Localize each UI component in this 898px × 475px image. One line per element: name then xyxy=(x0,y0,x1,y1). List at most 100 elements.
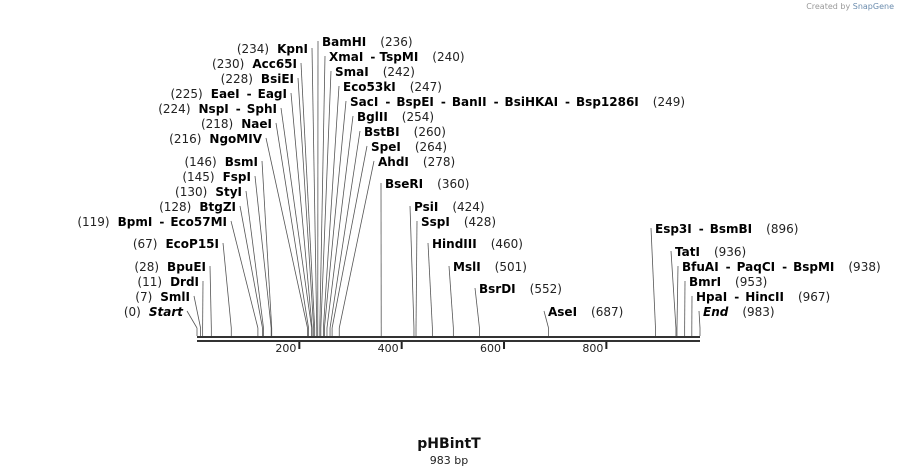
cut-position: (224) xyxy=(158,102,190,116)
site-label: SpeI (264) xyxy=(371,140,447,154)
enzyme-name: Start xyxy=(149,305,184,319)
cut-position: (278) xyxy=(423,155,455,169)
enzyme-name: EagI xyxy=(258,87,287,101)
enzyme-name: BfuAI xyxy=(682,260,719,274)
enzyme-name: NaeI xyxy=(241,117,272,131)
site-label: (11) DrdI xyxy=(137,275,199,289)
cut-position: (247) xyxy=(410,80,442,94)
enzyme-name: BsmI xyxy=(225,155,258,169)
cut-position: (242) xyxy=(383,65,415,79)
enzyme-name: SmaI xyxy=(335,65,369,79)
cut-position: (240) xyxy=(432,50,464,64)
cut-position: (7) xyxy=(135,290,152,304)
site-label: BglII (254) xyxy=(357,110,434,124)
enzyme-name: BstBI xyxy=(364,125,400,139)
cut-position: (130) xyxy=(175,185,207,199)
enzyme-name: BspEI xyxy=(396,95,434,109)
leader-line xyxy=(474,287,480,329)
enzyme-name: SphI xyxy=(247,102,277,116)
leader-line xyxy=(698,310,701,329)
cut-position: (254) xyxy=(402,110,434,124)
enzyme-separator: - xyxy=(159,215,164,229)
leader-line xyxy=(311,47,318,329)
tick-mark xyxy=(503,342,506,349)
enzyme-name: XmaI xyxy=(329,50,363,64)
enzyme-name: PsiI xyxy=(414,200,438,214)
enzyme-name: BtgZI xyxy=(199,200,236,214)
enzyme-separator: - xyxy=(782,260,787,274)
site-labels: BamHI (236)XmaI - TspMI (240)SmaI (242)Eco53k… xyxy=(77,35,880,319)
enzyme-name: End xyxy=(703,305,729,319)
enzyme-name: AseI xyxy=(548,305,577,319)
site-label: Esp3I - BsmBI (896) xyxy=(655,222,798,236)
tick-label: 600 xyxy=(480,342,501,355)
cut-position: (128) xyxy=(159,200,191,214)
cut-position: (0) xyxy=(124,305,141,319)
cut-position: (234) xyxy=(237,42,269,56)
enzyme-separator: - xyxy=(236,102,241,116)
enzyme-name: BsiEI xyxy=(261,72,294,86)
site-label: Eco53kI (247) xyxy=(343,80,442,94)
snapgene-credit: Created by SnapGene xyxy=(806,2,894,11)
site-label: BsrDI (552) xyxy=(479,282,562,296)
leader-line xyxy=(329,130,361,329)
site-label: SspI (428) xyxy=(421,215,496,229)
leader-line xyxy=(415,220,418,329)
leader-line xyxy=(254,175,272,329)
leader-line xyxy=(448,265,454,329)
snapgene-logo-text: SnapGene xyxy=(852,2,894,11)
cut-position: (938) xyxy=(848,260,880,274)
enzyme-separator: - xyxy=(734,290,739,304)
site-label: (145) FspI xyxy=(182,170,251,184)
cut-position: (552) xyxy=(530,282,562,296)
leader-line xyxy=(300,62,316,329)
site-label: (228) BsiEI xyxy=(221,72,294,86)
enzyme-name: BpmI xyxy=(118,215,153,229)
enzyme-name: HincII xyxy=(745,290,784,304)
enzyme-name: EaeI xyxy=(211,87,240,101)
enzyme-name: BsmBI xyxy=(710,222,752,236)
enzyme-name: AhdI xyxy=(378,155,409,169)
site-label: BmrI (953) xyxy=(689,275,767,289)
leader-line xyxy=(222,242,232,329)
site-label: SmaI (242) xyxy=(335,65,415,79)
cut-position: (216) xyxy=(169,132,201,146)
enzyme-separator: - xyxy=(385,95,390,109)
site-label: (67) EcoP15I xyxy=(133,237,219,251)
leader-line xyxy=(193,295,201,329)
cut-position: (896) xyxy=(766,222,798,236)
leader-line xyxy=(320,70,332,329)
leader-line xyxy=(676,265,679,329)
site-label: (216) NgoMIV xyxy=(169,132,263,146)
enzyme-separator: - xyxy=(565,95,570,109)
ruler-ticks: 200 400 600 800 xyxy=(275,342,608,355)
enzyme-name: MslI xyxy=(453,260,481,274)
enzyme-separator: - xyxy=(441,95,446,109)
site-label: (218) NaeI xyxy=(201,117,272,131)
cut-position: (936) xyxy=(714,245,746,259)
leader-line xyxy=(650,227,656,329)
leader-line xyxy=(331,145,368,329)
site-label: (234) KpnI xyxy=(237,42,308,56)
leader-line xyxy=(245,190,264,329)
leader-line xyxy=(409,205,415,329)
enzyme-name: BsiHKAI xyxy=(505,95,559,109)
cut-position: (428) xyxy=(464,215,496,229)
site-label: BseRI (360) xyxy=(385,177,469,191)
site-label: PsiI (424) xyxy=(414,200,485,214)
enzyme-name: HpaI xyxy=(696,290,727,304)
enzyme-name: DrdI xyxy=(170,275,199,289)
enzyme-name: BspMI xyxy=(793,260,834,274)
site-label: BstBI (260) xyxy=(364,125,446,139)
site-label: XmaI - TspMI (240) xyxy=(329,50,465,64)
site-label: HpaI - HincII (967) xyxy=(696,290,830,304)
enzyme-name: Acc65I xyxy=(252,57,297,71)
enzyme-name: Esp3I xyxy=(655,222,692,236)
site-label: (28) BpuEI xyxy=(134,260,206,274)
site-label: (224) NspI - SphI xyxy=(158,102,277,116)
enzyme-name: SmlI xyxy=(160,290,190,304)
enzyme-name: TspMI xyxy=(380,50,419,64)
enzyme-name: FspI xyxy=(223,170,251,184)
enzyme-name: SpeI xyxy=(371,140,401,154)
backbone xyxy=(197,336,700,342)
